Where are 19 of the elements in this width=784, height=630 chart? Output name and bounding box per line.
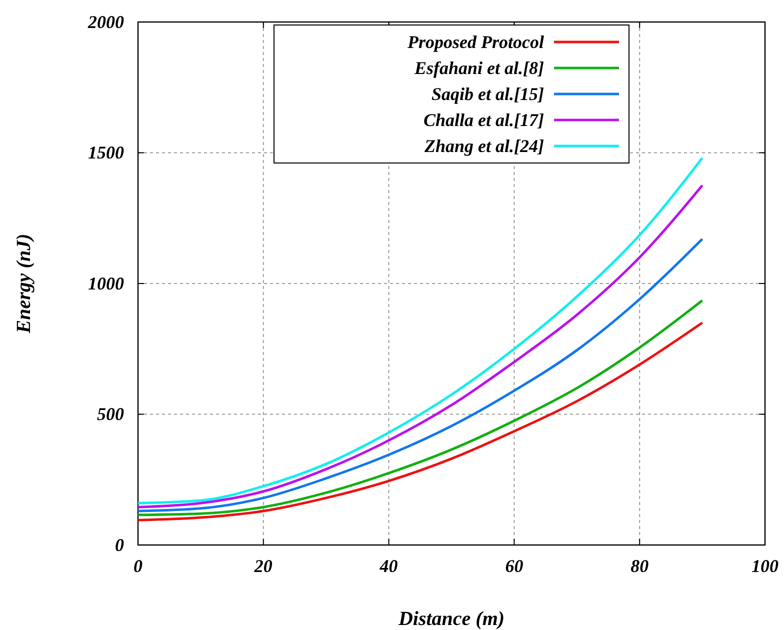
legend-label: Challa et al.[17] xyxy=(424,110,544,130)
legend-label: Proposed Protocol xyxy=(406,32,544,52)
y-tick-label: 500 xyxy=(97,404,124,424)
y-tick-label: 1000 xyxy=(88,273,124,294)
x-tick-label: 100 xyxy=(752,556,778,576)
x-tick-label: 0 xyxy=(134,556,142,576)
x-tick-label: 20 xyxy=(253,556,272,576)
y-tick-label: 1500 xyxy=(88,142,124,163)
x-axis-title: Distance (m) xyxy=(397,608,505,630)
legend-label: Saqib et al.[15] xyxy=(432,84,544,104)
x-tick-label: 80 xyxy=(630,556,649,576)
y-tick-label: 0 xyxy=(115,534,124,555)
legend-label: Zhang et al.[24] xyxy=(424,136,544,156)
x-tick-label: 60 xyxy=(505,556,524,576)
y-tick-label: 2000 xyxy=(87,12,124,32)
legend-label: Esfahani et al.[8] xyxy=(413,58,544,78)
line-series xyxy=(136,238,704,512)
x-tick-label: 40 xyxy=(378,556,398,576)
y-axis-title: Energy (nJ) xyxy=(13,234,35,334)
